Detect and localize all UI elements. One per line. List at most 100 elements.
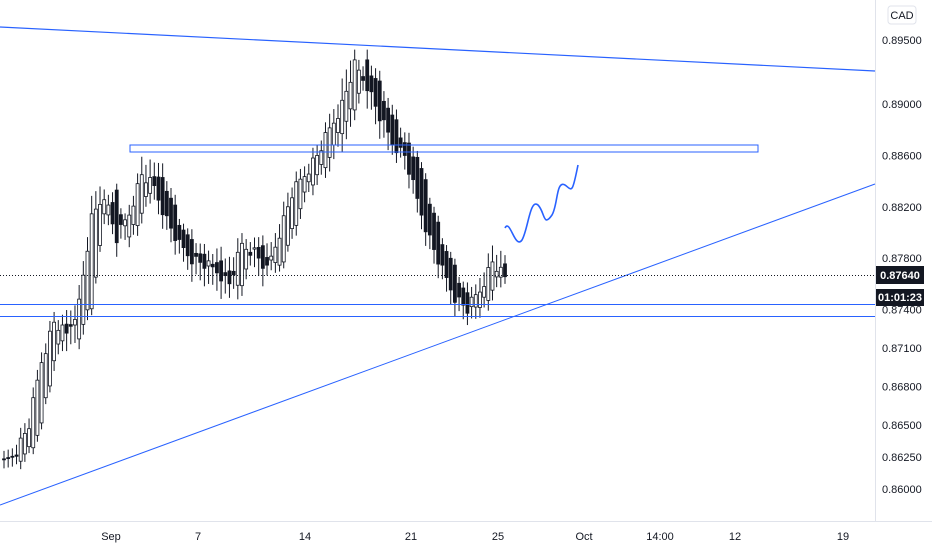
candle-body: [498, 266, 503, 278]
candle-body: [27, 428, 31, 448]
currency-badge[interactable]: [887, 5, 917, 25]
time-tick-label: Oct: [575, 531, 592, 543]
candle-body: [281, 215, 286, 263]
candle-body: [56, 329, 61, 345]
candle-body: [93, 208, 98, 278]
candle-body: [356, 69, 361, 94]
candle-body: [198, 253, 203, 263]
candle-body: [102, 199, 107, 215]
candle-body: [81, 274, 86, 325]
candle-body: [386, 107, 391, 133]
candle-body: [164, 190, 169, 217]
candle-body: [110, 202, 115, 225]
ascending-support-line[interactable]: [0, 183, 876, 506]
time-tick-label: 12: [729, 531, 741, 543]
candle-body: [382, 100, 386, 121]
currency-label: CAD: [890, 10, 913, 22]
candle-body: [39, 362, 44, 424]
candle-body: [119, 214, 123, 225]
price-axis[interactable]: 0.89500 0.89000 0.88600 0.88200 0.87800 0.874…: [882, 35, 922, 496]
candle-body: [277, 237, 282, 266]
time-tick-label: 21: [405, 531, 417, 543]
price-tick-label: 0.88200: [882, 202, 922, 214]
candle-body: [48, 330, 52, 387]
candle-body: [123, 219, 127, 227]
candle-body: [402, 142, 407, 156]
candle-body: [436, 221, 441, 265]
candle-body: [131, 205, 136, 225]
candle-body: [465, 292, 470, 314]
candle-body: [240, 242, 244, 287]
candle-body: [494, 270, 499, 278]
candle-body: [298, 178, 303, 210]
candle-body: [461, 287, 466, 306]
countdown-badge: [876, 289, 924, 306]
candle-body: [331, 122, 336, 146]
candle-body: [457, 282, 461, 298]
candle-body: [35, 379, 40, 436]
candle-body: [302, 176, 307, 193]
candle-body: [348, 81, 353, 110]
last-price-badge: [876, 266, 924, 284]
candle-body: [432, 212, 436, 250]
time-axis[interactable]: Sep 7 14 21 25 Oct 14:00 12 19: [101, 531, 849, 543]
candle-body: [98, 204, 102, 246]
candle-body: [452, 264, 457, 303]
candle-body: [2, 458, 6, 461]
resistance-zone[interactable]: [129, 144, 759, 153]
candle-body: [18, 437, 23, 462]
descending-resistance-line[interactable]: [0, 26, 876, 72]
candle-body: [235, 251, 240, 286]
candle-body: [407, 142, 411, 175]
candle-body: [323, 132, 328, 169]
time-tick-label: 25: [492, 531, 504, 543]
candle-body: [427, 203, 432, 236]
candle-body: [490, 261, 495, 291]
candle-body: [478, 291, 482, 308]
projected-path[interactable]: [504, 164, 579, 243]
candle-body: [52, 321, 56, 362]
candle-body: [423, 179, 428, 233]
candle-body: [344, 90, 349, 122]
price-tick-label: 0.89500: [882, 35, 922, 47]
candle-body: [215, 262, 219, 274]
candle-body: [185, 234, 190, 257]
candle-body: [139, 174, 144, 214]
candle-body: [390, 114, 395, 145]
candle-body: [43, 353, 48, 399]
candle-body: [352, 59, 357, 111]
candle-body: [10, 455, 15, 458]
candle-body: [377, 80, 382, 122]
candle-body: [22, 433, 27, 455]
candle-body: [127, 214, 132, 238]
candle-body: [482, 286, 487, 298]
candle-body: [189, 239, 194, 265]
candle-body: [306, 173, 311, 183]
price-tick-label: 0.86800: [882, 381, 922, 393]
countdown-label: 01:01:23: [878, 292, 922, 304]
candle-body: [148, 177, 153, 194]
candle-body: [311, 157, 315, 186]
candle-body: [169, 197, 173, 229]
candle-body: [469, 296, 474, 308]
candle-body: [160, 177, 165, 216]
candle-body: [202, 253, 207, 269]
candle-body: [206, 260, 211, 267]
candle-body: [269, 255, 274, 261]
candle-body: [319, 150, 324, 165]
time-tick-label: 7: [195, 531, 201, 543]
candle-body: [135, 183, 140, 226]
candle-body: [411, 156, 416, 181]
candle-body: [369, 75, 374, 93]
candle-body: [60, 324, 65, 342]
candle-body: [64, 323, 69, 334]
candle-body: [244, 248, 249, 270]
candle-body: [265, 257, 269, 266]
candle-body: [294, 181, 299, 226]
price-tick-label: 0.87100: [882, 343, 922, 355]
candle-body: [440, 244, 445, 266]
price-tick-label: 0.87800: [882, 253, 922, 265]
candle-body: [68, 324, 73, 327]
last-price-label: 0.87640: [880, 270, 920, 282]
